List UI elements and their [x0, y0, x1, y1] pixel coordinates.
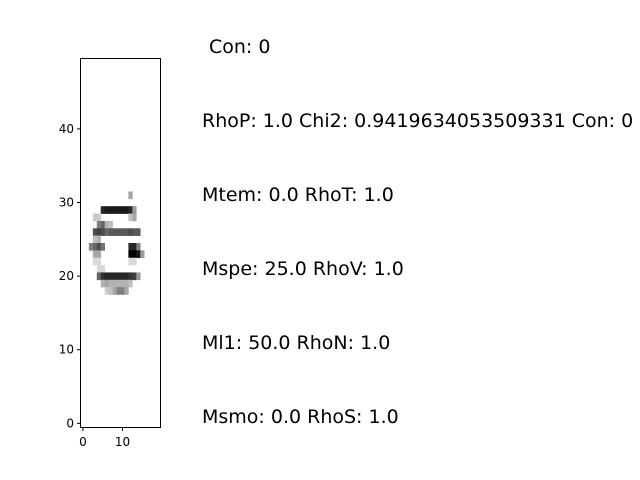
heatmap-cell-24 — [116, 228, 121, 236]
heatmap-cell-69 — [128, 279, 133, 288]
heatmap-cell-53 — [104, 272, 109, 281]
heatmap-cell-65 — [112, 279, 117, 288]
heatmap-cell-47 — [128, 257, 133, 266]
heatmap-cell-29 — [136, 228, 141, 236]
heatmap-cell-35 — [100, 243, 105, 251]
heatmap-cell-74 — [120, 287, 125, 295]
heatmap-cell-39 — [92, 250, 98, 259]
heatmap-cell-67 — [120, 279, 125, 288]
heatmap-cell-19 — [96, 228, 102, 236]
heatmap-cell-46 — [96, 257, 102, 266]
heatmap-cell-36 — [128, 243, 133, 251]
heatmap-cell-56 — [116, 272, 121, 281]
heatmap-cell-9 — [132, 206, 137, 214]
heatmap-cell-2 — [104, 206, 109, 214]
heatmap-cell-26 — [124, 228, 129, 236]
heatmap-cell-34 — [96, 243, 102, 251]
heatmap-cell-14 — [96, 220, 102, 229]
heatmap-cell-73 — [116, 287, 121, 295]
heatmap-cell-5 — [116, 206, 121, 214]
axes-frame — [80, 58, 161, 428]
heatmap-cell-54 — [108, 272, 113, 281]
heatmap-cell-3 — [108, 206, 113, 214]
axis-ticks: 0 10 0 10 20 30 40 — [59, 122, 130, 449]
heatmap-cell-63 — [104, 279, 109, 288]
heatmap-cell-62 — [100, 279, 105, 288]
y-tick-label-30: 30 — [59, 196, 74, 210]
heatmap-cell-49 — [96, 265, 102, 273]
heatmap-cell-72 — [112, 287, 117, 295]
heatmap-cell-37 — [132, 243, 137, 251]
y-tick-label-20: 20 — [59, 269, 74, 283]
text-line-rhop-chi2: RhoP: 1.0 Chi2: 0.9419634053509331 Con: … — [202, 110, 634, 132]
heatmap-cell-52 — [100, 272, 105, 281]
heatmap-cell-25 — [120, 228, 125, 236]
heatmap-cell-61 — [136, 272, 141, 281]
heatmap-cell-20 — [100, 228, 105, 236]
text-line-msmo: Msmo: 0.0 RhoS: 1.0 — [202, 406, 399, 428]
heatmap-cell-30 — [92, 235, 98, 244]
heatmap-cell-15 — [100, 220, 105, 229]
heatmap-cell-4 — [112, 206, 117, 214]
heatmap-cells — [88, 191, 145, 295]
heatmap-cell-40 — [96, 250, 102, 259]
heatmap-cell-16 — [104, 220, 109, 229]
y-tick-label-0: 0 — [66, 416, 74, 430]
x-tick-label-0: 0 — [79, 435, 87, 449]
figure-title: Con: 0 — [209, 36, 271, 58]
heatmap-cell-57 — [120, 272, 125, 281]
heatmap-cell-33 — [92, 243, 98, 251]
x-tick-label-10: 10 — [115, 435, 130, 449]
heatmap-cell-31 — [96, 235, 102, 244]
y-tick-label-10: 10 — [59, 343, 74, 357]
heatmap-cell-7 — [124, 206, 129, 214]
heatmap-cell-60 — [132, 272, 137, 281]
heatmap-cell-71 — [108, 287, 113, 295]
text-line-ml1: Ml1: 50.0 RhoN: 1.0 — [202, 332, 391, 354]
heatmap-cell-43 — [136, 250, 141, 259]
heatmap-cell-55 — [112, 272, 117, 281]
heatmap-cell-11 — [96, 213, 102, 222]
heatmap-cell-27 — [128, 228, 133, 236]
heatmap-cell-6 — [120, 206, 125, 214]
heatmap-cell-70 — [104, 287, 109, 295]
heatmap-cell-48 — [132, 257, 137, 266]
heatmap-cell-10 — [92, 213, 98, 222]
heatmap-cell-50 — [100, 265, 105, 273]
heatmap-cell-59 — [128, 272, 133, 281]
heatmap-cell-12 — [128, 213, 133, 222]
heatmap-cell-58 — [124, 272, 129, 281]
heatmap-cell-75 — [124, 287, 129, 295]
heatmap-cell-45 — [92, 257, 98, 266]
heatmap-cell-13 — [132, 213, 137, 222]
heatmap-cell-64 — [108, 279, 113, 288]
heatmap-cell-23 — [112, 228, 117, 236]
heatmap-cell-66 — [116, 279, 121, 288]
heatmap-cell-1 — [100, 206, 105, 214]
text-line-mtem: Mtem: 0.0 RhoT: 1.0 — [202, 184, 394, 206]
heatmap-cell-28 — [132, 228, 137, 236]
heatmap-cell-0 — [128, 191, 133, 200]
heatmap-cell-44 — [140, 250, 145, 259]
heatmap-cell-41 — [128, 250, 133, 259]
text-line-mspe: Mspe: 25.0 RhoV: 1.0 — [202, 258, 404, 280]
y-tick-label-40: 40 — [59, 122, 74, 136]
heatmap-cell-22 — [108, 228, 113, 236]
heatmap-cell-68 — [124, 279, 129, 288]
heatmap-cell-38 — [136, 243, 141, 251]
heatmap-cell-32 — [88, 243, 94, 251]
heatmap-cell-21 — [104, 228, 109, 236]
heatmap-cell-8 — [128, 206, 133, 214]
heatmap-cell-42 — [132, 250, 137, 259]
heatmap-cell-51 — [96, 272, 102, 281]
heatmap-cell-17 — [108, 220, 113, 229]
heatmap-cell-18 — [92, 228, 98, 236]
